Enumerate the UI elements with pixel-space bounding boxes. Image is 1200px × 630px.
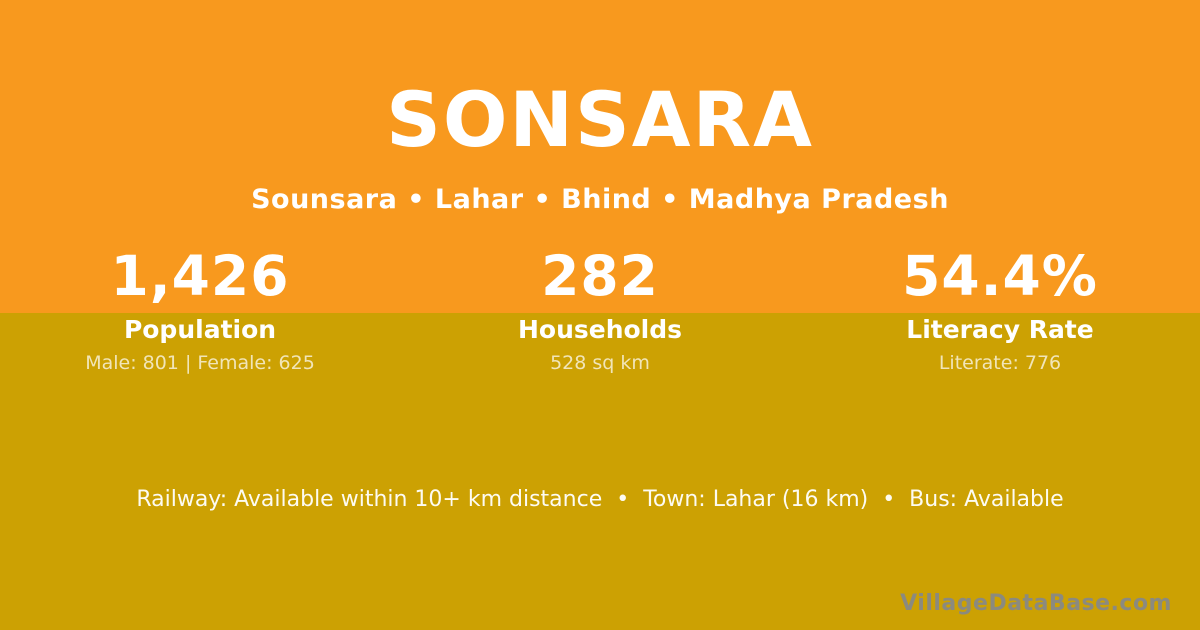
top-band <box>0 0 1200 313</box>
households-label: Households <box>517 315 683 344</box>
literacy-label: Literacy Rate <box>906 315 1094 344</box>
stat-population: 1,426 Population Male: 801 | Female: 625 <box>0 244 400 374</box>
stat-households: 282 Households 528 sq km <box>400 244 800 374</box>
transport-info: Railway: Available within 10+ km distanc… <box>136 487 1064 512</box>
households-detail: 528 sq km <box>550 352 650 374</box>
bottom-band <box>0 313 1200 630</box>
stats-row: 1,426 Population Male: 801 | Female: 625… <box>0 244 1200 374</box>
households-value: 282 <box>541 244 659 308</box>
literacy-detail: Literate: 776 <box>938 352 1062 374</box>
population-label: Population <box>123 315 277 344</box>
village-breadcrumb: Sounsara • Lahar • Bhind • Madhya Prades… <box>251 184 949 215</box>
village-title: SONSARA <box>386 75 814 164</box>
stat-literacy: 54.4% Literacy Rate Literate: 776 <box>800 244 1200 374</box>
literacy-value: 54.4% <box>902 244 1098 308</box>
watermark: VillageDataBase.com <box>900 591 1172 616</box>
population-value: 1,426 <box>110 244 290 308</box>
population-detail: Male: 801 | Female: 625 <box>85 352 315 374</box>
